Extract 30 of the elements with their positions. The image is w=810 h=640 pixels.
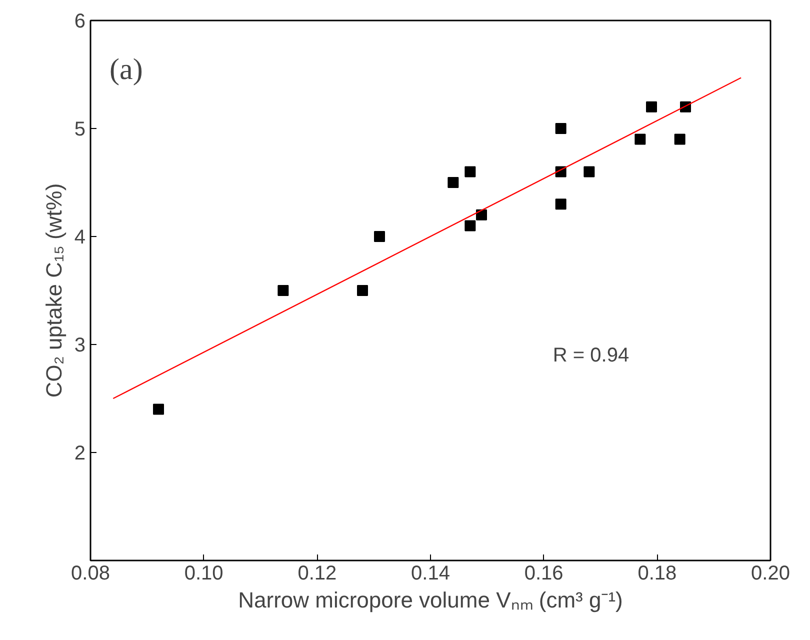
point <box>646 101 657 112</box>
annotation: R = 0.94 <box>552 344 630 366</box>
x-tick-label: 0.12 <box>298 562 337 584</box>
x-tick-label: 0.20 <box>751 562 790 584</box>
point <box>153 404 164 415</box>
point <box>555 198 566 210</box>
x-tick-label: 0.14 <box>411 562 450 584</box>
annotation: (a) <box>110 52 143 86</box>
y-tick-label: 3 <box>74 334 86 356</box>
x-tick-label: 0.18 <box>638 562 677 584</box>
x-tick-label: 0.10 <box>184 562 224 584</box>
point <box>278 285 289 296</box>
point <box>357 285 368 296</box>
y-tick-label: 6 <box>74 10 86 32</box>
y-tick-label: 5 <box>74 118 86 140</box>
y-tick-label: 4 <box>74 226 86 248</box>
point <box>464 166 476 178</box>
point <box>584 166 595 178</box>
point <box>448 177 459 188</box>
x-axis-title: Narrow micropore volume Vₙₘ (cm³ g⁻¹) <box>238 588 623 612</box>
point <box>634 134 646 145</box>
y-tick-label: 2 <box>74 442 86 464</box>
point <box>555 123 566 134</box>
point <box>374 231 385 242</box>
point <box>674 134 686 145</box>
point <box>464 220 476 232</box>
y-axis-title: CO₂ uptake C₁₅ (wt%) <box>41 183 66 398</box>
x-tick-label: 0.16 <box>524 562 564 584</box>
x-tick-label: 0.08 <box>71 562 110 584</box>
point <box>476 209 487 220</box>
